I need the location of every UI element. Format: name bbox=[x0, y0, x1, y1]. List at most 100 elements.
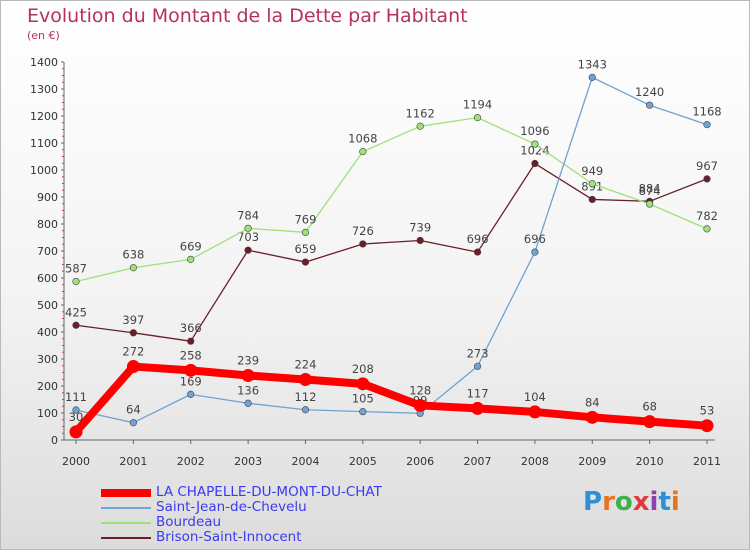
data-label: 208 bbox=[352, 362, 374, 376]
data-label: 884 bbox=[639, 181, 661, 195]
x-tick-label: 2007 bbox=[464, 455, 492, 468]
data-point bbox=[298, 373, 312, 387]
x-tick-label: 2002 bbox=[177, 455, 205, 468]
data-label: 1194 bbox=[463, 98, 492, 112]
data-point bbox=[129, 419, 137, 427]
data-point bbox=[244, 399, 252, 407]
data-label: 169 bbox=[180, 374, 202, 388]
data-point bbox=[700, 419, 714, 433]
data-label: 425 bbox=[65, 305, 87, 319]
data-label: 136 bbox=[237, 383, 259, 397]
data-point bbox=[413, 398, 427, 412]
data-label: 64 bbox=[126, 403, 141, 417]
data-point bbox=[473, 114, 482, 122]
data-point bbox=[703, 175, 711, 183]
data-point bbox=[184, 363, 198, 377]
legend-label: Saint-Jean-de-Chevelu bbox=[156, 499, 307, 515]
data-label: 111 bbox=[65, 390, 87, 404]
data-label: 696 bbox=[467, 232, 489, 246]
logo-letter: x bbox=[632, 487, 650, 517]
data-point bbox=[473, 362, 482, 370]
data-label: 117 bbox=[467, 386, 489, 400]
logo-letter: i bbox=[649, 487, 659, 517]
data-point bbox=[643, 415, 657, 429]
data-point bbox=[416, 122, 424, 130]
data-label: 782 bbox=[696, 209, 718, 223]
data-label: 949 bbox=[581, 164, 603, 178]
data-point bbox=[359, 240, 367, 248]
data-point bbox=[588, 195, 596, 204]
proxiti-logo: Proxiti bbox=[583, 487, 680, 517]
data-point bbox=[301, 258, 310, 266]
data-label: 874 bbox=[639, 184, 661, 198]
data-point bbox=[187, 255, 195, 263]
series-line bbox=[75, 162, 708, 342]
legend-label: Brison-Saint-Innocent bbox=[156, 529, 302, 545]
data-point bbox=[646, 101, 654, 109]
chart-title: Evolution du Montant de la Dette par Hab… bbox=[27, 5, 468, 27]
data-label: 638 bbox=[122, 248, 144, 262]
chart-legend: LA CHAPELLE-DU-MONT-DU-CHAT Saint-Jean-de… bbox=[101, 484, 441, 546]
y-tick-label: 700 bbox=[37, 245, 58, 258]
y-tick-label: 800 bbox=[37, 218, 58, 231]
chart-subtitle: (en €) bbox=[27, 29, 60, 42]
data-label: 112 bbox=[294, 390, 316, 404]
data-point bbox=[703, 225, 711, 233]
logo-letter: i bbox=[670, 487, 680, 517]
data-label: 273 bbox=[467, 346, 489, 360]
x-tick-label: 2008 bbox=[521, 455, 549, 468]
x-tick-label: 2004 bbox=[291, 455, 319, 468]
data-label: 1343 bbox=[578, 57, 607, 71]
data-point bbox=[244, 246, 252, 254]
legend-item: LA CHAPELLE-DU-MONT-DU-CHAT bbox=[101, 484, 441, 501]
data-point bbox=[359, 148, 367, 156]
data-point bbox=[531, 140, 539, 148]
data-label: 239 bbox=[237, 353, 259, 367]
y-tick-label: 0 bbox=[51, 434, 58, 447]
x-tick-label: 2000 bbox=[62, 455, 90, 468]
y-tick-label: 200 bbox=[37, 380, 58, 393]
data-label: 258 bbox=[180, 348, 202, 362]
data-point bbox=[703, 121, 711, 129]
series-line bbox=[72, 362, 711, 436]
data-label: 659 bbox=[294, 242, 316, 256]
legend-swatch bbox=[101, 489, 151, 497]
data-label: 105 bbox=[352, 392, 374, 406]
data-point bbox=[588, 73, 596, 81]
data-point bbox=[531, 159, 539, 168]
y-tick-label: 500 bbox=[37, 299, 58, 312]
data-point bbox=[187, 337, 195, 345]
data-label: 967 bbox=[696, 159, 718, 173]
data-point bbox=[531, 248, 539, 256]
data-label: 739 bbox=[409, 220, 431, 234]
y-tick-label: 1200 bbox=[30, 110, 58, 123]
legend-swatch bbox=[101, 522, 151, 524]
data-point bbox=[416, 236, 424, 245]
data-label: 104 bbox=[524, 390, 546, 404]
y-tick-label: 1000 bbox=[30, 164, 58, 177]
data-label: 68 bbox=[642, 400, 657, 414]
y-tick-label: 1400 bbox=[30, 56, 58, 69]
x-tick-label: 2009 bbox=[578, 455, 606, 468]
x-tick-label: 2003 bbox=[234, 455, 262, 468]
data-label: 53 bbox=[700, 404, 715, 418]
data-label: 696 bbox=[524, 232, 546, 246]
data-label: 272 bbox=[122, 345, 144, 359]
data-label: 784 bbox=[237, 208, 259, 222]
data-point bbox=[471, 401, 485, 415]
data-label: 224 bbox=[294, 358, 316, 372]
legend-item: Brison-Saint-Innocent bbox=[101, 529, 441, 546]
data-point bbox=[244, 224, 252, 232]
x-tick-label: 2005 bbox=[349, 455, 377, 468]
data-label: 1162 bbox=[406, 106, 435, 120]
y-tick-label: 1300 bbox=[30, 83, 58, 96]
data-label: 1096 bbox=[520, 124, 549, 138]
data-point bbox=[72, 277, 80, 286]
y-tick-label: 1100 bbox=[30, 137, 58, 150]
data-label: 1168 bbox=[692, 105, 721, 119]
legend-label: LA CHAPELLE-DU-MONT-DU-CHAT bbox=[156, 484, 382, 500]
data-label: 1068 bbox=[348, 132, 377, 146]
data-label: 587 bbox=[65, 262, 87, 276]
legend-label: Bourdeau bbox=[156, 514, 222, 530]
